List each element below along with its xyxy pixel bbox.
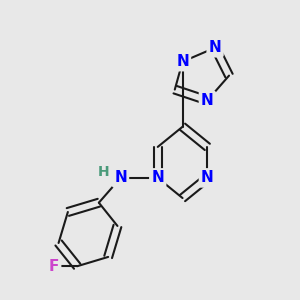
Text: N: N — [176, 54, 189, 69]
Text: N: N — [114, 170, 127, 185]
Text: F: F — [49, 259, 59, 274]
Text: N: N — [201, 93, 214, 108]
Text: H: H — [98, 165, 109, 179]
Text: N: N — [209, 40, 221, 55]
Text: N: N — [152, 170, 164, 185]
Text: N: N — [201, 170, 214, 185]
